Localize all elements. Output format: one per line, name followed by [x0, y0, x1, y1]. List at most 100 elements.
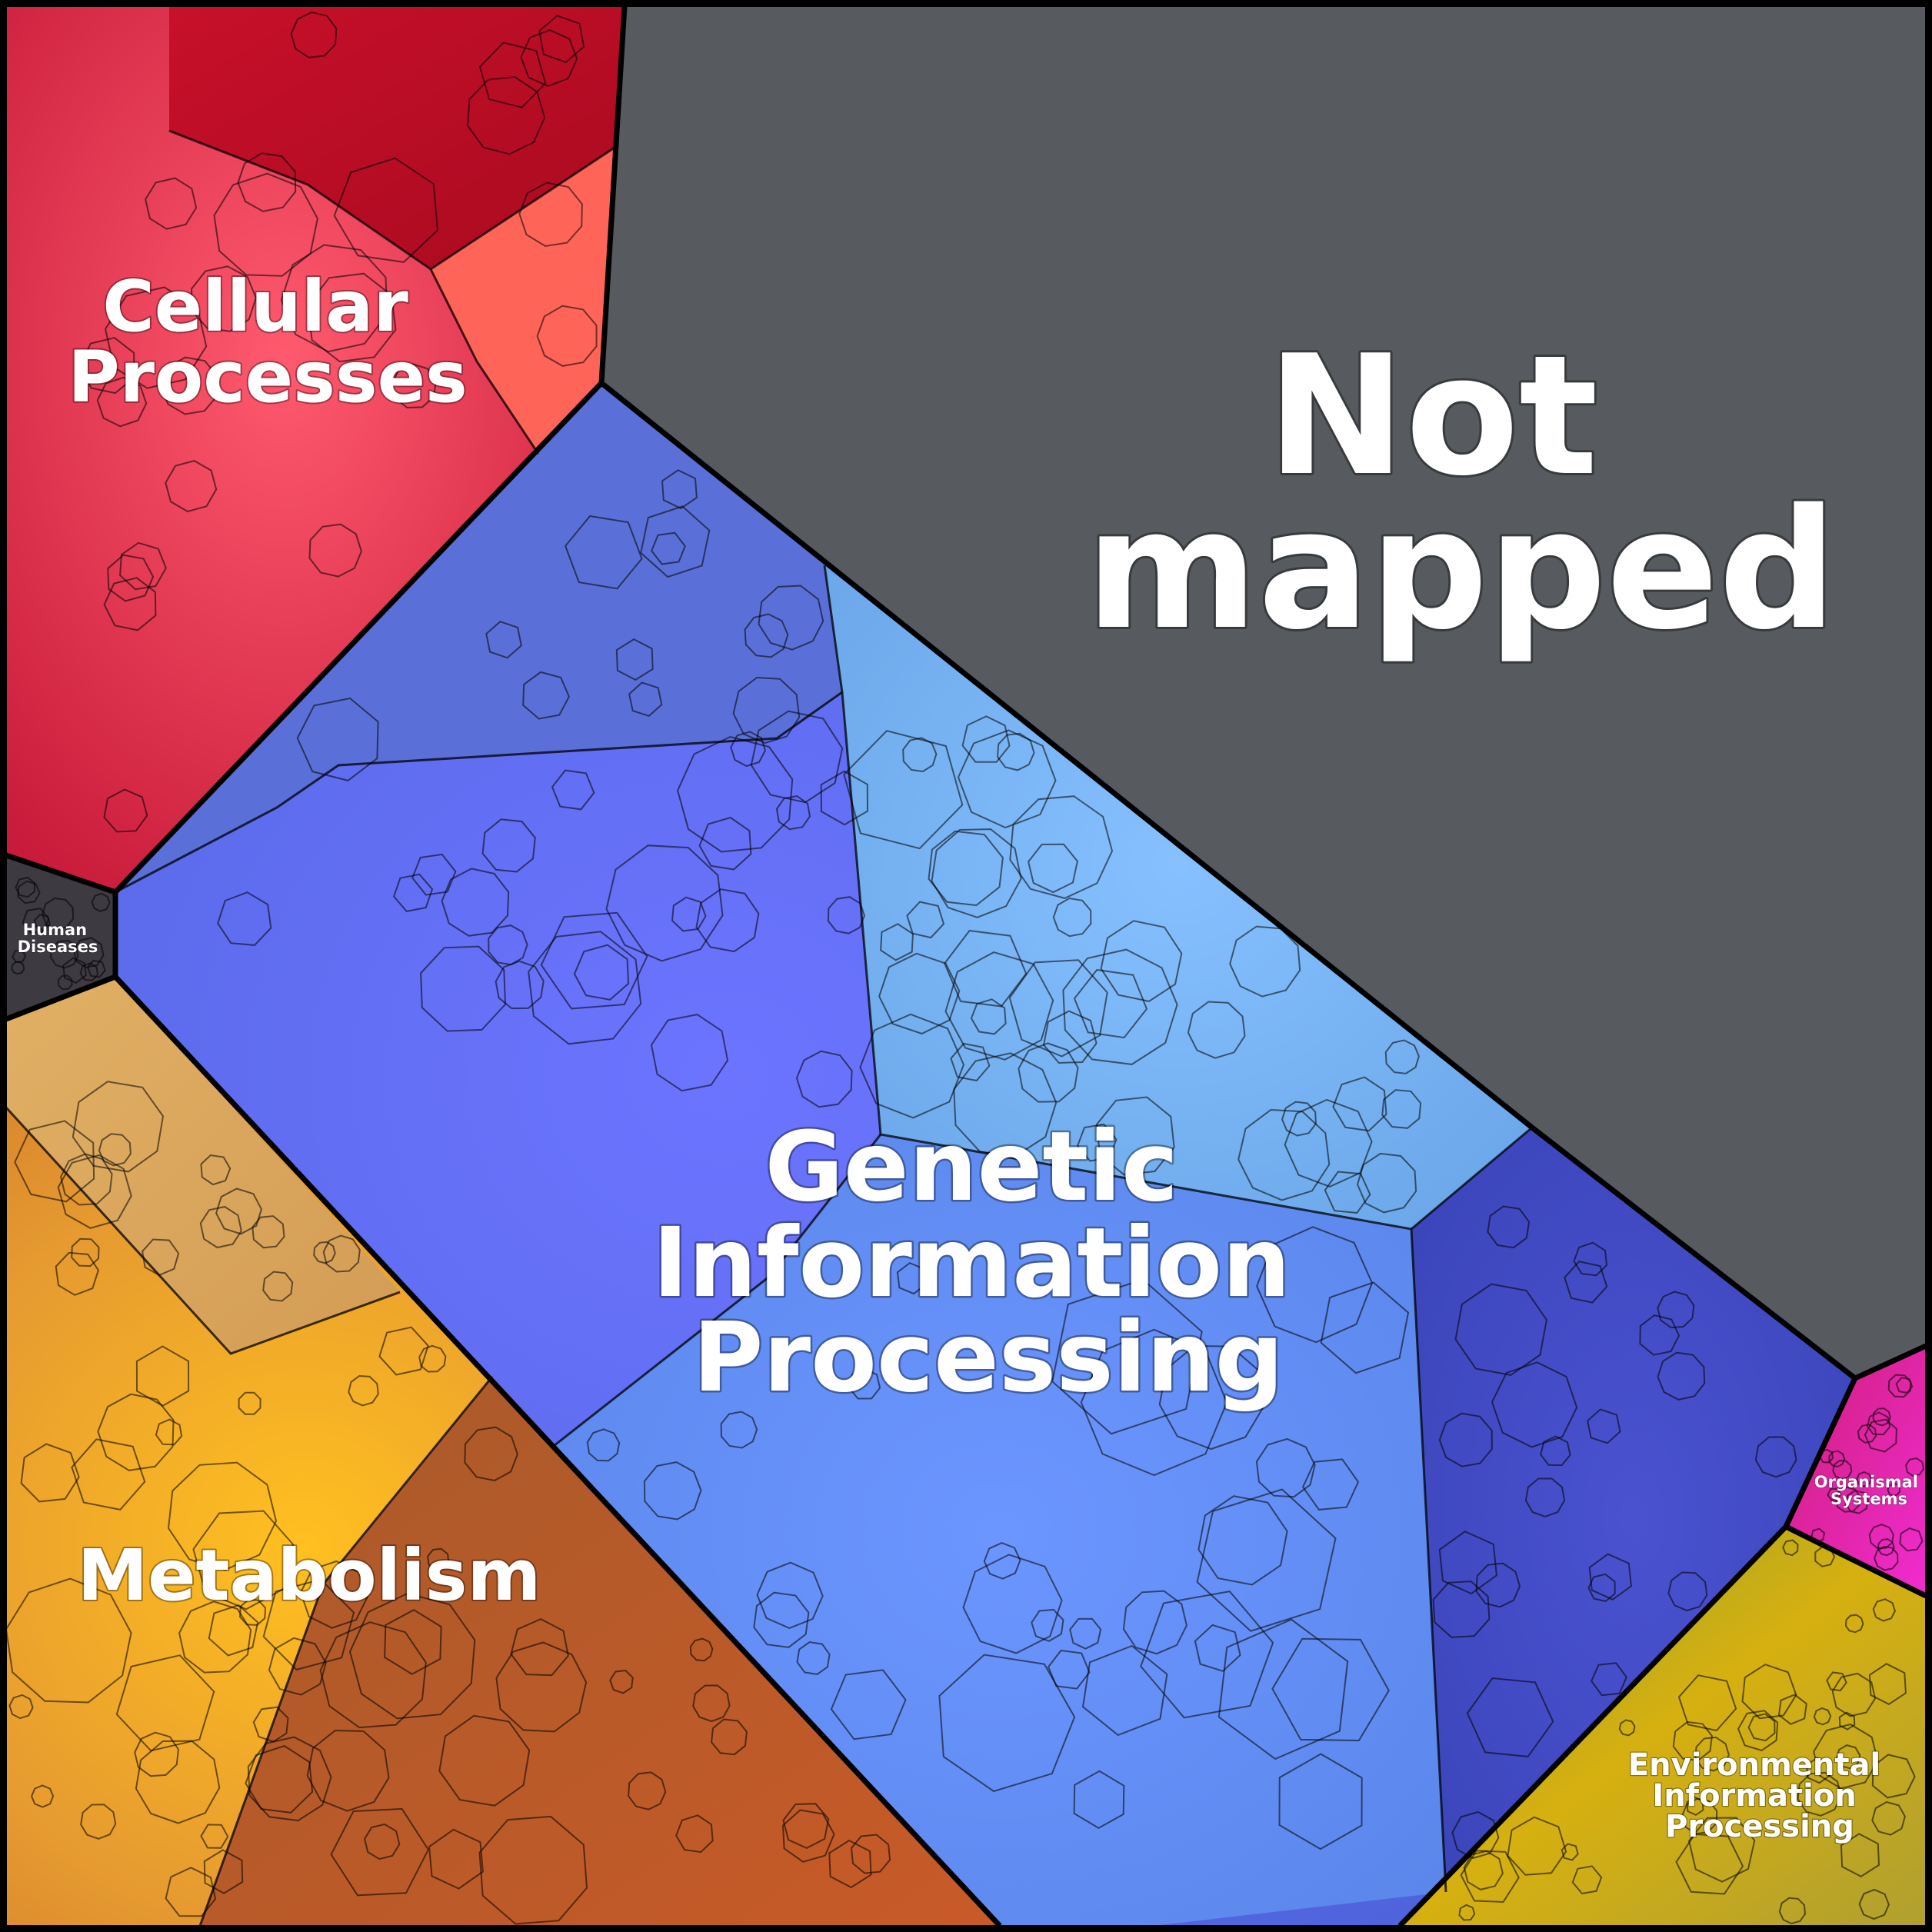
voronoi-cell [384, 1609, 442, 1675]
voronoi-cell [859, 1013, 965, 1119]
voronoi-cell [615, 638, 654, 681]
voronoi-cell [944, 951, 1054, 1061]
voronoi-cell [1871, 1754, 1916, 1799]
voronoi-cell [1754, 1436, 1797, 1478]
voronoi-cell [247, 1736, 332, 1822]
voronoi-cell [1887, 1482, 1901, 1497]
voronoi-cell [1826, 1671, 1847, 1692]
voronoi-cell [1868, 1524, 1894, 1549]
voronoi-cell [217, 891, 272, 946]
region-cellular-processes-top [169, 6, 625, 269]
voronoi-cell [290, 11, 338, 58]
voronoi-cell [1320, 1281, 1410, 1374]
voronoi-cell [1571, 1865, 1603, 1895]
voronoi-cell [60, 1153, 113, 1206]
voronoi-cell [91, 892, 111, 912]
voronoi-cell [782, 1803, 830, 1850]
voronoi-cell [692, 1684, 731, 1723]
voronoi-cell [262, 1578, 355, 1671]
voronoi-cell [983, 1542, 1021, 1580]
voronoi-cell [1073, 1770, 1125, 1830]
label-environmental-information-processing: Environmental Information Processing [1628, 1747, 1891, 1844]
voronoi-cell [237, 152, 297, 212]
voronoi-cell [104, 286, 208, 389]
voronoi-cell [55, 1251, 99, 1296]
voronoi-cell [72, 1081, 165, 1173]
voronoi-cell [828, 1839, 872, 1889]
voronoi-cell [12, 949, 27, 964]
label-human-diseases: Human Diseases [18, 921, 98, 956]
voronoi-cell [1198, 1495, 1288, 1586]
voronoi-cell [364, 1823, 401, 1860]
voronoi-cell [31, 1784, 55, 1808]
voronoi-cell [49, 940, 79, 969]
voronoi-cell [756, 1561, 824, 1629]
voronoi-cell [551, 769, 595, 811]
voronoi-cell [478, 1815, 588, 1925]
voronoi-cell [689, 1637, 714, 1662]
voronoi-cell [200, 1154, 232, 1186]
voronoi-cell [1081, 1644, 1168, 1737]
voronoi-cell [322, 1234, 361, 1273]
voronoi-cell [145, 177, 198, 230]
voronoi-cell [464, 1426, 518, 1482]
voronoi-cell [103, 577, 157, 631]
voronoi-cell [1828, 1450, 1846, 1467]
region-cellular-processes-right [431, 146, 617, 454]
voronoi-cell [1080, 1328, 1228, 1477]
voronoi-cell [1255, 1437, 1316, 1498]
voronoi-cell [428, 1828, 484, 1890]
voronoi-cell [1047, 1649, 1091, 1690]
voronoi-cell [953, 1052, 1058, 1158]
voronoi-cell [348, 1592, 476, 1720]
voronoi-cell [961, 715, 1011, 763]
voronoi-cell [1466, 1677, 1554, 1757]
voronoi-cell [1844, 1614, 1864, 1634]
voronoi-cell [1095, 1096, 1175, 1176]
voronoi-cell [1858, 1888, 1890, 1920]
voronoi-cell [781, 1809, 835, 1863]
voronoi-cell [538, 15, 585, 64]
voronoi-cell [1256, 1226, 1374, 1344]
region-metabolism-tan [6, 977, 400, 1354]
voronoi-cell [1905, 1457, 1925, 1477]
voronoi-cell [296, 697, 379, 781]
voronoi-cell [1009, 795, 1114, 899]
voronoi-cell [1229, 925, 1301, 998]
voronoi-cell [280, 244, 388, 353]
voronoi-cell [671, 896, 707, 932]
voronoi-cell [1778, 1897, 1807, 1925]
voronoi-cell [79, 962, 99, 981]
voronoi-cell [1806, 1757, 1830, 1784]
voronoi-cell [392, 873, 434, 912]
voronoi-cell [1874, 1545, 1899, 1571]
voronoi-cell [796, 1641, 831, 1676]
voronoi-cell [333, 157, 438, 263]
region-metabolism-brown [200, 1377, 1000, 1926]
voronoi-cell [528, 931, 642, 1045]
voronoi-cell [1008, 959, 1108, 1058]
voronoi-cell [308, 523, 362, 578]
voronoi-cell [827, 896, 866, 934]
voronoi-cell [758, 585, 824, 651]
voronoi-cell [1384, 1039, 1420, 1074]
voronoi-cell [651, 531, 686, 565]
voronoi-cell [348, 1374, 379, 1407]
voronoi-cell [438, 1714, 531, 1807]
voronoi-cell [1737, 1710, 1779, 1751]
voronoi-cell [1196, 1488, 1337, 1632]
voronoi-cell [134, 1731, 179, 1777]
voronoi-cell [251, 1215, 285, 1249]
voronoi-cell [1639, 1314, 1681, 1356]
voronoi-cell [1677, 1674, 1737, 1732]
voronoi-cell [481, 818, 536, 873]
voronoi-cell [744, 613, 789, 658]
voronoi-cell [319, 1621, 427, 1729]
voronoi-cell [1777, 1694, 1807, 1725]
voronoi-cell [115, 1654, 215, 1752]
voronoi-cell [522, 671, 571, 720]
voronoi-cell [495, 960, 545, 1010]
voronoi-cell [1217, 1618, 1349, 1760]
voronoi-cell [11, 961, 25, 975]
